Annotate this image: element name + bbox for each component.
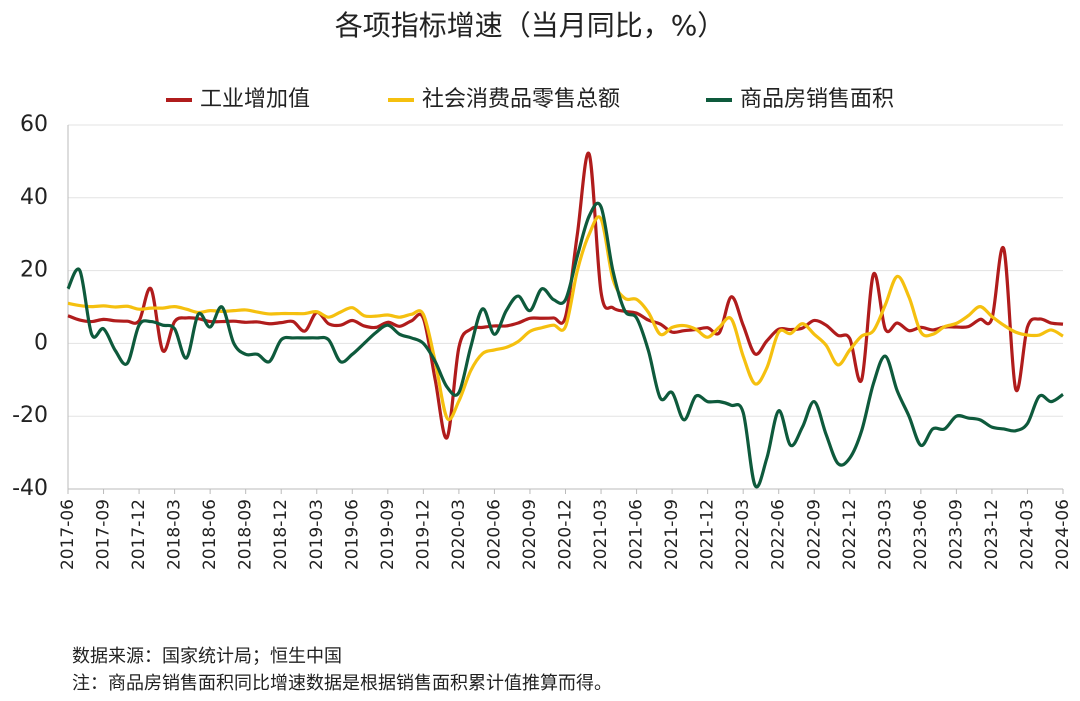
chart-title: 各项指标增速（当月同比，%）: [335, 9, 726, 42]
x-tick-label: 2020-03: [449, 499, 469, 570]
x-tick-label: 2020-12: [556, 499, 576, 570]
x-tick-label: 2017-09: [94, 499, 114, 570]
series-line: [67, 151, 1064, 440]
x-tick-label: 2018-09: [236, 499, 256, 570]
x-tick-label: 2018-12: [271, 499, 291, 570]
footnote: 注：商品房销售面积同比增速数据是根据销售面积累计值推算而得。: [72, 673, 612, 694]
x-tick-label: 2017-12: [129, 499, 149, 570]
x-tick-label: 2021-09: [662, 499, 682, 570]
x-tick-label: 2024-06: [1053, 499, 1073, 570]
x-tick-label: 2022-06: [769, 499, 789, 570]
y-tick-label: 60: [20, 112, 48, 137]
x-tick-label: 2021-12: [698, 499, 718, 570]
x-tick-label: 2023-06: [911, 499, 931, 570]
x-tick-label: 2018-03: [165, 499, 185, 570]
x-tick-label: 2021-03: [591, 499, 611, 570]
y-tick-label: 20: [20, 258, 48, 283]
x-tick-label: 2019-06: [342, 499, 362, 570]
y-tick-label: -20: [12, 403, 48, 428]
x-tick-label: 2019-09: [378, 499, 398, 570]
y-tick-label: 0: [34, 330, 48, 355]
x-tick-label: 2022-09: [804, 499, 824, 570]
x-tick-label: 2023-03: [875, 499, 895, 570]
x-tick-label: 2021-06: [627, 499, 647, 570]
source-note: 数据来源：国家统计局；恒生中国: [72, 646, 342, 667]
x-tick-label: 2023-12: [982, 499, 1002, 570]
y-tick-label: 40: [20, 185, 48, 210]
series-line: [66, 201, 1064, 489]
x-tick-label: 2018-06: [200, 499, 220, 570]
x-tick-label: 2020-06: [484, 499, 504, 570]
x-tick-label: 2019-03: [307, 499, 327, 570]
x-tick-label: 2020-09: [520, 499, 540, 570]
x-tick-label: 2022-03: [733, 499, 753, 570]
x-tick-label: 2017-06: [58, 499, 78, 570]
x-tick-label: 2023-09: [946, 499, 966, 570]
y-tick-label: -40: [12, 476, 48, 501]
x-tick-label: 2022-12: [840, 499, 860, 570]
x-tick-label: 2024-03: [1017, 499, 1037, 570]
x-tick-label: 2019-12: [413, 499, 433, 570]
series-line: [67, 215, 1064, 422]
legend-label: 社会消费品零售总额: [422, 87, 620, 112]
legend-label: 商品房销售面积: [740, 87, 894, 112]
legend-label: 工业增加值: [200, 87, 310, 112]
